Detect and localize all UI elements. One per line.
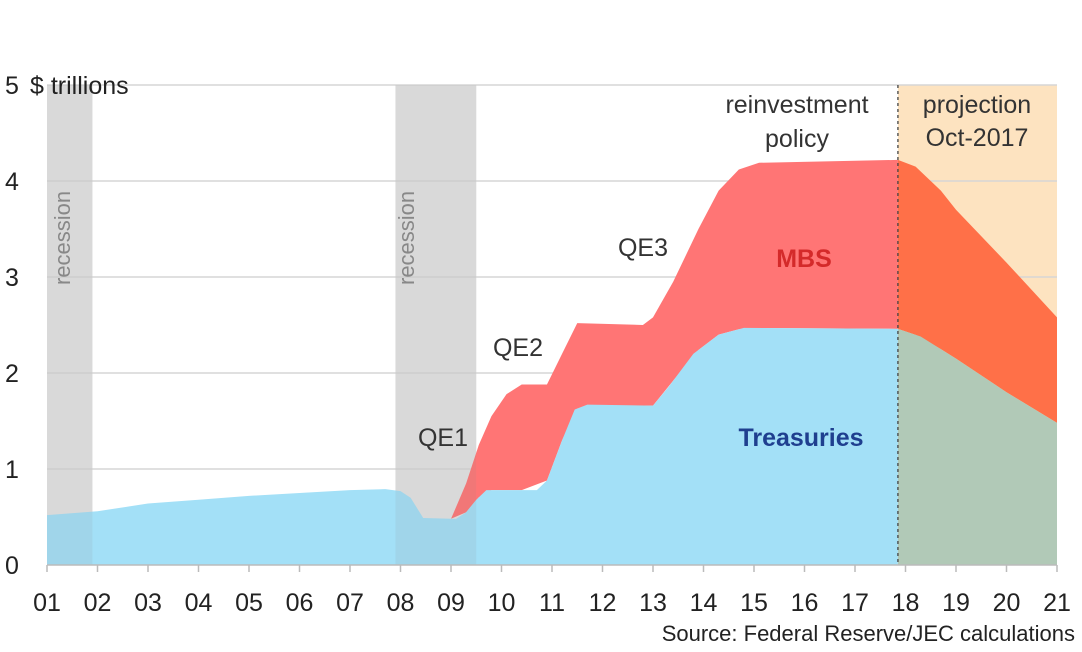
x-tick-label: 13	[639, 589, 667, 617]
projection-label-line2: Oct-2017	[926, 124, 1029, 152]
x-tick-label: 10	[488, 589, 516, 617]
treasuries-series-label: Treasuries	[738, 424, 863, 452]
x-tick-label: 18	[892, 589, 920, 617]
x-tick-label: 04	[185, 589, 213, 617]
x-tick-label: 14	[690, 589, 718, 617]
treasuries-area-historical	[47, 327, 898, 565]
x-tick-label: 08	[387, 589, 415, 617]
reinvestment-label-line1: reinvestment	[725, 91, 868, 119]
reinvestment-label-line2: policy	[765, 125, 829, 153]
treasuries-area-projection	[897, 328, 1057, 565]
x-tick-label: 12	[589, 589, 617, 617]
x-tick-label: 19	[942, 589, 970, 617]
qe3-label: QE3	[618, 234, 668, 262]
x-tick-label: 03	[134, 589, 162, 617]
y-tick-label: 5	[5, 72, 19, 100]
x-tick-label: 09	[437, 589, 465, 617]
source-note: Source: Federal Reserve/JEC calculations	[662, 621, 1075, 646]
projection-label-line1: projection	[923, 91, 1031, 119]
y-axis-label: $ trillions	[30, 72, 129, 100]
y-tick-label: 4	[5, 168, 19, 196]
x-tick-label: 06	[286, 589, 314, 617]
recession-label-2: recession	[394, 191, 419, 285]
x-tick-label: 02	[84, 589, 112, 617]
x-tick-label: 17	[841, 589, 869, 617]
x-tick-label: 07	[336, 589, 364, 617]
recession-band-1	[47, 85, 93, 565]
mbs-area-historical	[451, 159, 898, 519]
x-tick-label: 05	[235, 589, 263, 617]
qe2-label: QE2	[493, 334, 543, 362]
overlay-layer	[47, 85, 899, 565]
y-tick-label: 0	[5, 552, 19, 580]
x-tick-label: 21	[1043, 589, 1071, 617]
y-tick-label: 2	[5, 360, 19, 388]
x-tick-label: 15	[740, 589, 768, 617]
recession-overlay-2	[395, 85, 477, 565]
mbs-area-projection	[897, 159, 1057, 423]
area-layer	[47, 159, 1057, 565]
recession-band-2	[395, 85, 477, 565]
recession-label-1: recession	[50, 191, 75, 285]
y-tick-label: 1	[5, 456, 19, 484]
mbs-series-label: MBS	[776, 245, 832, 273]
y-tick-label: 3	[5, 264, 19, 292]
qe1-label: QE1	[418, 424, 468, 452]
x-tick-label: 11	[539, 589, 565, 617]
x-tick-label: 20	[993, 589, 1021, 617]
x-tick-label: 16	[791, 589, 819, 617]
recession-overlay-1	[47, 85, 93, 565]
x-tick-label: 01	[33, 589, 61, 617]
